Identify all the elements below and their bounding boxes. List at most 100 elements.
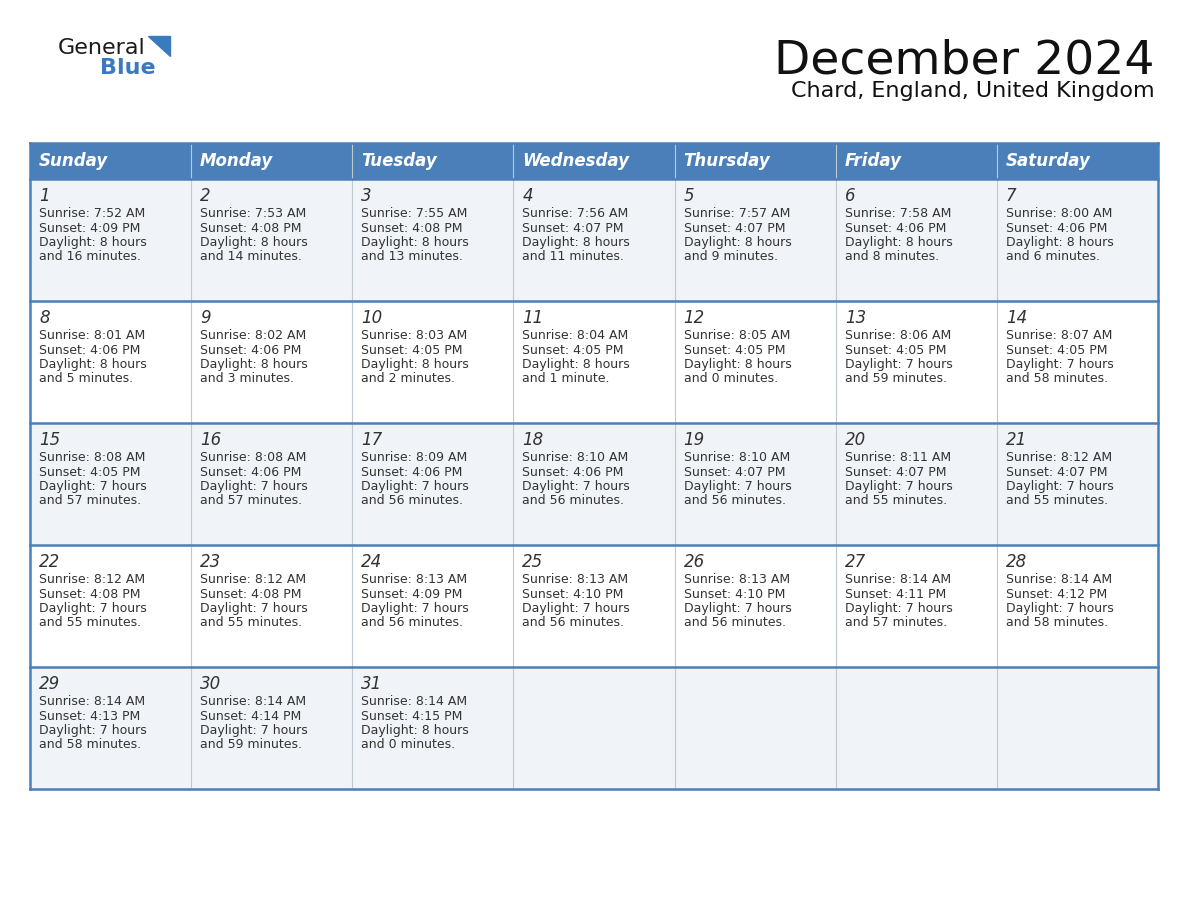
Text: Sunset: 4:05 PM: Sunset: 4:05 PM [523, 343, 624, 356]
Text: 20: 20 [845, 431, 866, 449]
Text: Daylight: 7 hours: Daylight: 7 hours [845, 480, 953, 493]
Text: Daylight: 7 hours: Daylight: 7 hours [1006, 358, 1113, 371]
Text: Daylight: 7 hours: Daylight: 7 hours [39, 602, 147, 615]
Text: and 56 minutes.: and 56 minutes. [683, 495, 785, 508]
Text: Daylight: 7 hours: Daylight: 7 hours [683, 602, 791, 615]
Bar [191, 143, 353, 179]
Text: Sunrise: 8:01 AM: Sunrise: 8:01 AM [39, 329, 145, 342]
Text: and 55 minutes.: and 55 minutes. [1006, 495, 1108, 508]
Text: Daylight: 7 hours: Daylight: 7 hours [523, 480, 630, 493]
Text: 1: 1 [39, 187, 50, 205]
Text: Thursday: Thursday [683, 152, 770, 170]
Text: Daylight: 8 hours: Daylight: 8 hours [523, 236, 630, 249]
Text: Daylight: 7 hours: Daylight: 7 hours [39, 724, 147, 737]
Text: 2: 2 [200, 187, 210, 205]
Text: 31: 31 [361, 675, 383, 693]
Text: and 55 minutes.: and 55 minutes. [39, 617, 141, 630]
Text: 3: 3 [361, 187, 372, 205]
Text: Sunrise: 8:06 AM: Sunrise: 8:06 AM [845, 329, 950, 342]
Text: Sunrise: 8:08 AM: Sunrise: 8:08 AM [200, 451, 307, 464]
Bar [30, 301, 1158, 423]
Text: Daylight: 8 hours: Daylight: 8 hours [361, 724, 469, 737]
Text: Sunrise: 8:09 AM: Sunrise: 8:09 AM [361, 451, 468, 464]
Text: 16: 16 [200, 431, 221, 449]
Text: 10: 10 [361, 309, 383, 327]
Text: Sunrise: 8:07 AM: Sunrise: 8:07 AM [1006, 329, 1112, 342]
Text: 24: 24 [361, 553, 383, 571]
Text: and 55 minutes.: and 55 minutes. [200, 617, 302, 630]
Text: Sunset: 4:09 PM: Sunset: 4:09 PM [361, 588, 462, 600]
Text: 27: 27 [845, 553, 866, 571]
Text: Sunrise: 7:57 AM: Sunrise: 7:57 AM [683, 207, 790, 220]
Text: and 6 minutes.: and 6 minutes. [1006, 251, 1100, 263]
Text: 15: 15 [39, 431, 61, 449]
Text: and 0 minutes.: and 0 minutes. [683, 373, 778, 386]
Bar [30, 143, 191, 179]
Text: 29: 29 [39, 675, 61, 693]
Bar [30, 667, 1158, 789]
Text: Sunrise: 7:55 AM: Sunrise: 7:55 AM [361, 207, 468, 220]
Text: Sunday: Sunday [39, 152, 108, 170]
Text: and 9 minutes.: and 9 minutes. [683, 251, 778, 263]
Text: and 0 minutes.: and 0 minutes. [361, 738, 455, 752]
Text: Daylight: 8 hours: Daylight: 8 hours [683, 236, 791, 249]
Text: Sunrise: 8:05 AM: Sunrise: 8:05 AM [683, 329, 790, 342]
Text: Sunrise: 8:03 AM: Sunrise: 8:03 AM [361, 329, 468, 342]
Text: Sunrise: 8:14 AM: Sunrise: 8:14 AM [200, 695, 307, 708]
Text: Daylight: 7 hours: Daylight: 7 hours [1006, 480, 1113, 493]
Text: and 2 minutes.: and 2 minutes. [361, 373, 455, 386]
Text: Daylight: 8 hours: Daylight: 8 hours [39, 358, 147, 371]
Text: Sunset: 4:07 PM: Sunset: 4:07 PM [1006, 465, 1107, 478]
Text: Daylight: 8 hours: Daylight: 8 hours [523, 358, 630, 371]
Text: Sunset: 4:06 PM: Sunset: 4:06 PM [361, 465, 462, 478]
Text: 28: 28 [1006, 553, 1028, 571]
Text: and 56 minutes.: and 56 minutes. [683, 617, 785, 630]
Text: Sunrise: 8:00 AM: Sunrise: 8:00 AM [1006, 207, 1112, 220]
Text: Sunset: 4:06 PM: Sunset: 4:06 PM [523, 465, 624, 478]
Text: and 13 minutes.: and 13 minutes. [361, 251, 463, 263]
Text: 17: 17 [361, 431, 383, 449]
Text: Sunset: 4:06 PM: Sunset: 4:06 PM [1006, 221, 1107, 234]
Text: Sunset: 4:15 PM: Sunset: 4:15 PM [361, 710, 462, 722]
Bar [513, 143, 675, 179]
Text: General: General [58, 38, 146, 58]
Text: Sunset: 4:07 PM: Sunset: 4:07 PM [683, 221, 785, 234]
Text: Sunset: 4:06 PM: Sunset: 4:06 PM [200, 343, 302, 356]
Text: Sunset: 4:08 PM: Sunset: 4:08 PM [200, 588, 302, 600]
Text: 23: 23 [200, 553, 221, 571]
Text: Sunset: 4:12 PM: Sunset: 4:12 PM [1006, 588, 1107, 600]
Text: Sunrise: 8:04 AM: Sunrise: 8:04 AM [523, 329, 628, 342]
Text: and 56 minutes.: and 56 minutes. [523, 495, 625, 508]
Text: 22: 22 [39, 553, 61, 571]
Text: Daylight: 7 hours: Daylight: 7 hours [39, 480, 147, 493]
Text: and 59 minutes.: and 59 minutes. [845, 373, 947, 386]
Text: Sunrise: 8:02 AM: Sunrise: 8:02 AM [200, 329, 307, 342]
Text: and 11 minutes.: and 11 minutes. [523, 251, 625, 263]
Text: and 56 minutes.: and 56 minutes. [361, 617, 463, 630]
Text: and 57 minutes.: and 57 minutes. [39, 495, 141, 508]
Text: 30: 30 [200, 675, 221, 693]
Text: and 56 minutes.: and 56 minutes. [361, 495, 463, 508]
Bar [997, 143, 1158, 179]
Text: Sunrise: 8:08 AM: Sunrise: 8:08 AM [39, 451, 145, 464]
Text: 14: 14 [1006, 309, 1028, 327]
Bar [30, 423, 1158, 545]
Text: Sunset: 4:05 PM: Sunset: 4:05 PM [361, 343, 463, 356]
Text: Daylight: 8 hours: Daylight: 8 hours [1006, 236, 1113, 249]
Text: Monday: Monday [200, 152, 273, 170]
Text: Blue: Blue [100, 58, 156, 78]
Text: Sunrise: 8:14 AM: Sunrise: 8:14 AM [39, 695, 145, 708]
Text: Saturday: Saturday [1006, 152, 1091, 170]
Text: Sunset: 4:08 PM: Sunset: 4:08 PM [361, 221, 463, 234]
Text: Sunrise: 8:14 AM: Sunrise: 8:14 AM [845, 573, 950, 586]
Text: Sunset: 4:05 PM: Sunset: 4:05 PM [39, 465, 140, 478]
Text: and 5 minutes.: and 5 minutes. [39, 373, 133, 386]
Text: 8: 8 [39, 309, 50, 327]
Text: Sunrise: 8:11 AM: Sunrise: 8:11 AM [845, 451, 950, 464]
Text: Sunrise: 8:14 AM: Sunrise: 8:14 AM [361, 695, 467, 708]
Text: 18: 18 [523, 431, 544, 449]
Bar [30, 179, 1158, 301]
Text: Daylight: 7 hours: Daylight: 7 hours [200, 480, 308, 493]
Text: Sunset: 4:06 PM: Sunset: 4:06 PM [39, 343, 140, 356]
Text: 12: 12 [683, 309, 704, 327]
